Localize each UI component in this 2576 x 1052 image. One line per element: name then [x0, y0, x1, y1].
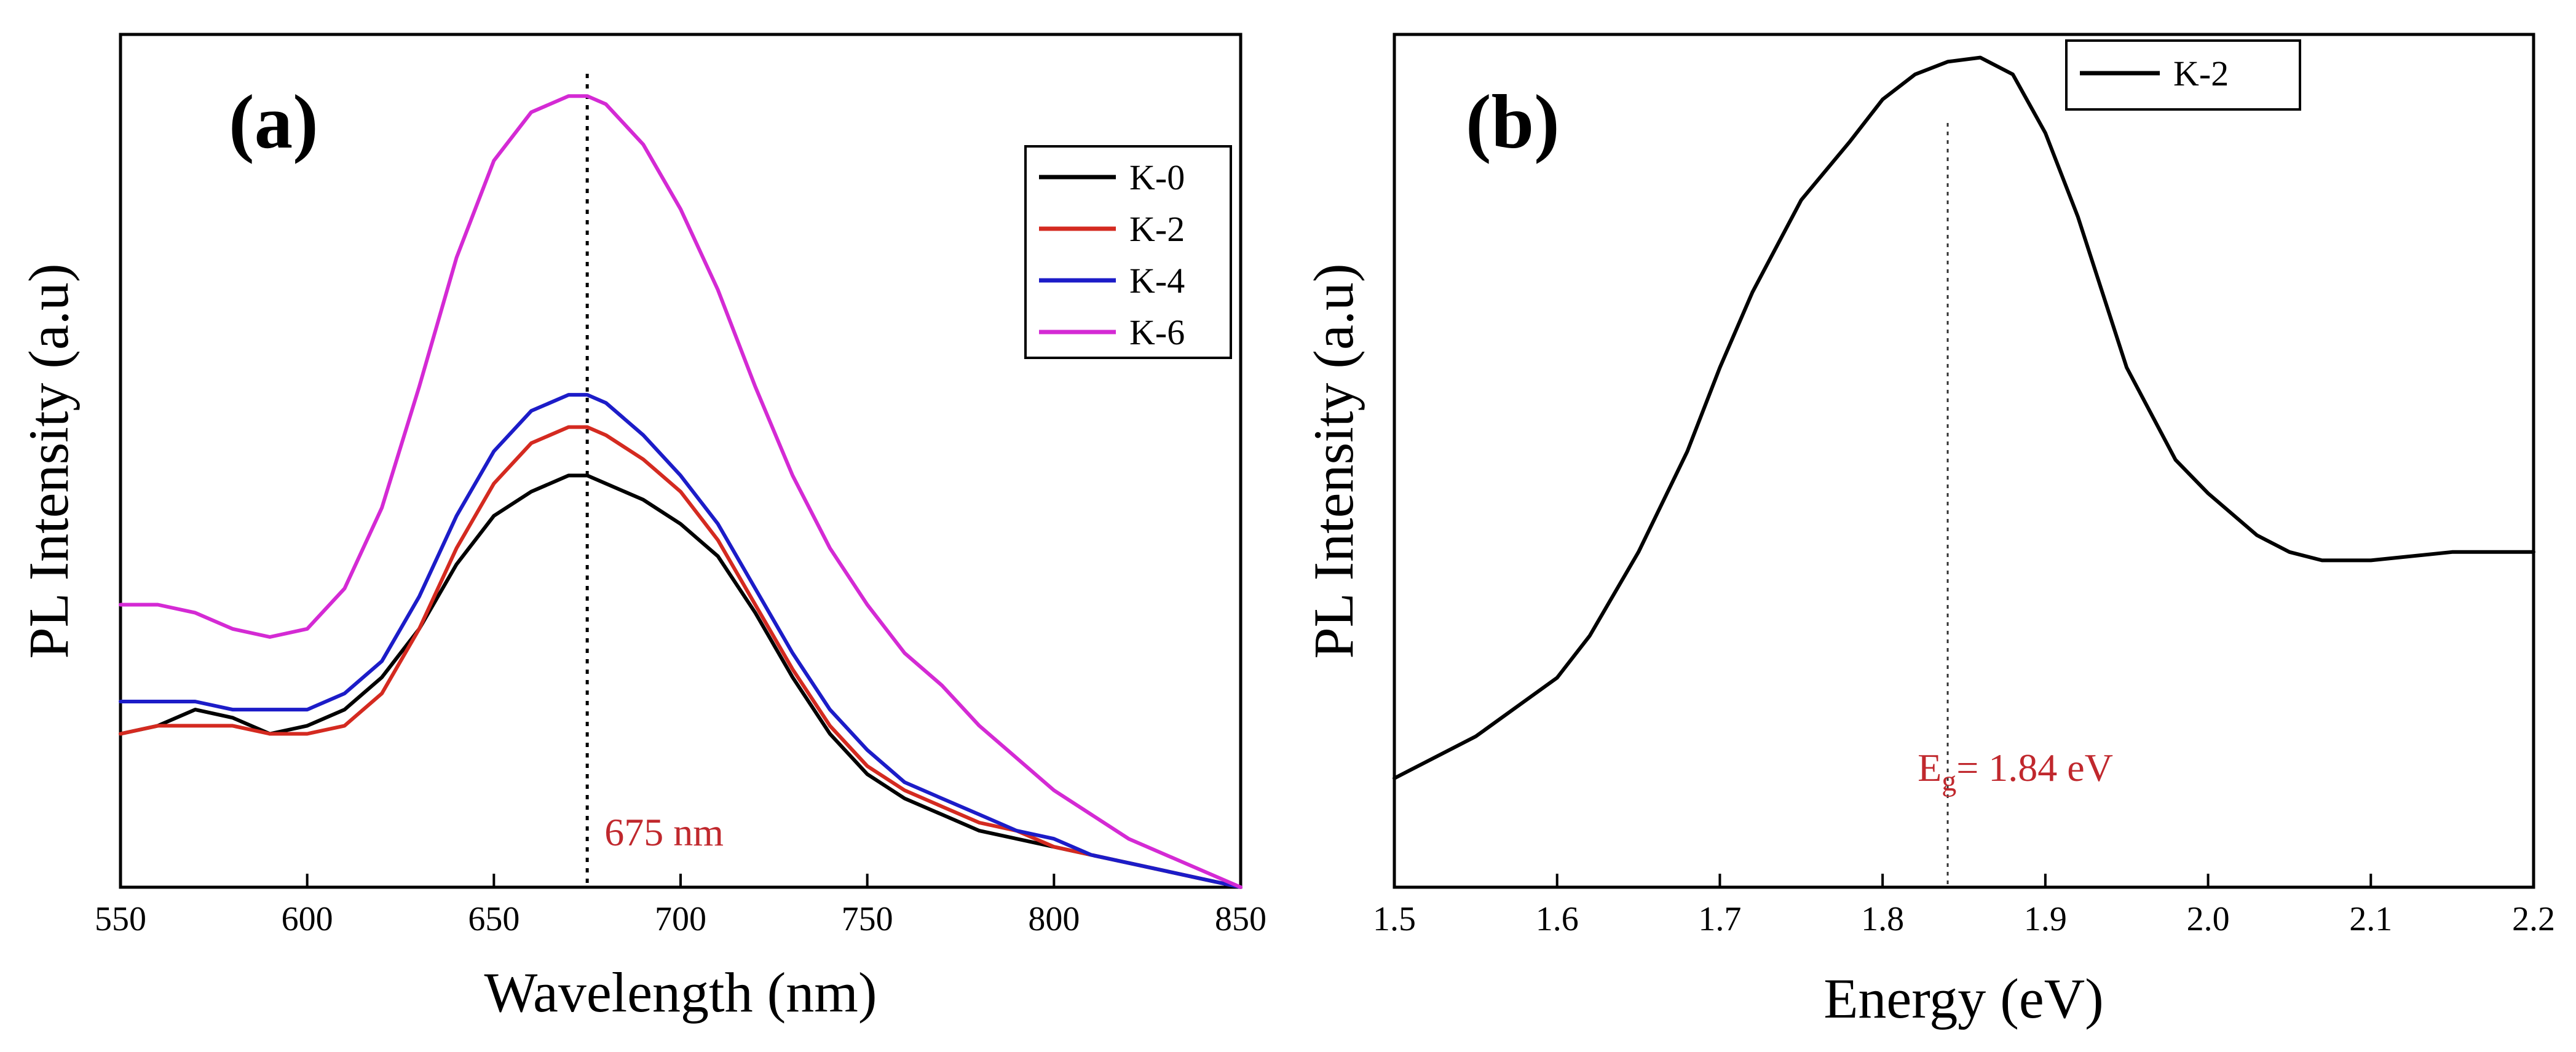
x-tick-label: 1.6	[1536, 900, 1579, 938]
legend-a: K-0 K-2 K-4 K-6	[1024, 145, 1232, 359]
series-line-k-2	[1393, 55, 2535, 780]
x-ticks-a	[119, 874, 1242, 887]
x-tick-label: 700	[655, 900, 706, 938]
x-tick-label: 2.1	[2349, 900, 2392, 938]
x-tick-label: 850	[1215, 900, 1266, 938]
legend-b: K-2	[2065, 39, 2301, 111]
x-tick-label: 650	[468, 900, 520, 938]
series-group-a	[119, 94, 1243, 889]
x-tick-labels-b: 1.5 1.6 1.7 1.8 1.9 2.0 2.1 2.2	[1373, 900, 2555, 938]
y-axis-label-a: PL Intensity (a.u)	[17, 263, 80, 658]
x-axis-label-b: Energy (eV)	[1823, 967, 2104, 1030]
series-line-k-4	[119, 393, 1243, 889]
legend-box-a	[1024, 145, 1232, 359]
bandgap-annotation-symbol: E	[1918, 746, 1942, 789]
peak-annotation-a: 675 nm	[604, 810, 724, 854]
panel-b: 1.5 1.6 1.7 1.8 1.9 2.0 2.1 2.2 (b) Eg= 1.84 eV…	[1302, 33, 2555, 1030]
series-group-b	[1393, 55, 2535, 780]
y-axis-label-b: PL Intensity (a.u)	[1302, 263, 1365, 658]
x-tick-label: 550	[95, 900, 146, 938]
bandgap-annotation-subscript: g	[1942, 765, 1956, 797]
x-tick-label: 2.0	[2187, 900, 2230, 938]
x-tick-label: 2.2	[2512, 900, 2555, 938]
legend-label-k-2: K-2	[1129, 209, 1185, 249]
x-tick-label: 1.9	[2024, 900, 2067, 938]
x-tick-labels-a: 550 600 650 700 750 800 850	[95, 900, 1266, 938]
legend-label-k-0: K-0	[1129, 157, 1185, 197]
legend-label-k-4: K-4	[1129, 261, 1185, 301]
series-line-k-2	[119, 425, 1243, 889]
legend-label-k-6: K-6	[1129, 312, 1185, 352]
x-ticks-b	[1393, 874, 2535, 887]
x-axis-label-a: Wavelength (nm)	[484, 961, 877, 1024]
plot-frame-b	[1393, 33, 2535, 889]
x-tick-label: 600	[282, 900, 333, 938]
bandgap-annotation-value: = 1.84 eV	[1956, 746, 2113, 789]
panel-label-b: (b)	[1466, 80, 1560, 165]
x-tick-label: 1.8	[1861, 900, 1904, 938]
legend-label-k-2: K-2	[2173, 53, 2229, 93]
series-line-k-6	[119, 94, 1243, 889]
x-tick-label: 750	[842, 900, 893, 938]
bandgap-annotation-b: Eg= 1.84 eV	[1918, 746, 2113, 797]
x-tick-label: 1.7	[1698, 900, 1741, 938]
panel-a: 550 600 650 700 750 800 850 (a) 675 nm Wavelen…	[17, 33, 1266, 1024]
x-tick-label: 1.5	[1373, 900, 1416, 938]
x-tick-label: 800	[1028, 900, 1080, 938]
panel-label-a: (a)	[229, 80, 318, 165]
